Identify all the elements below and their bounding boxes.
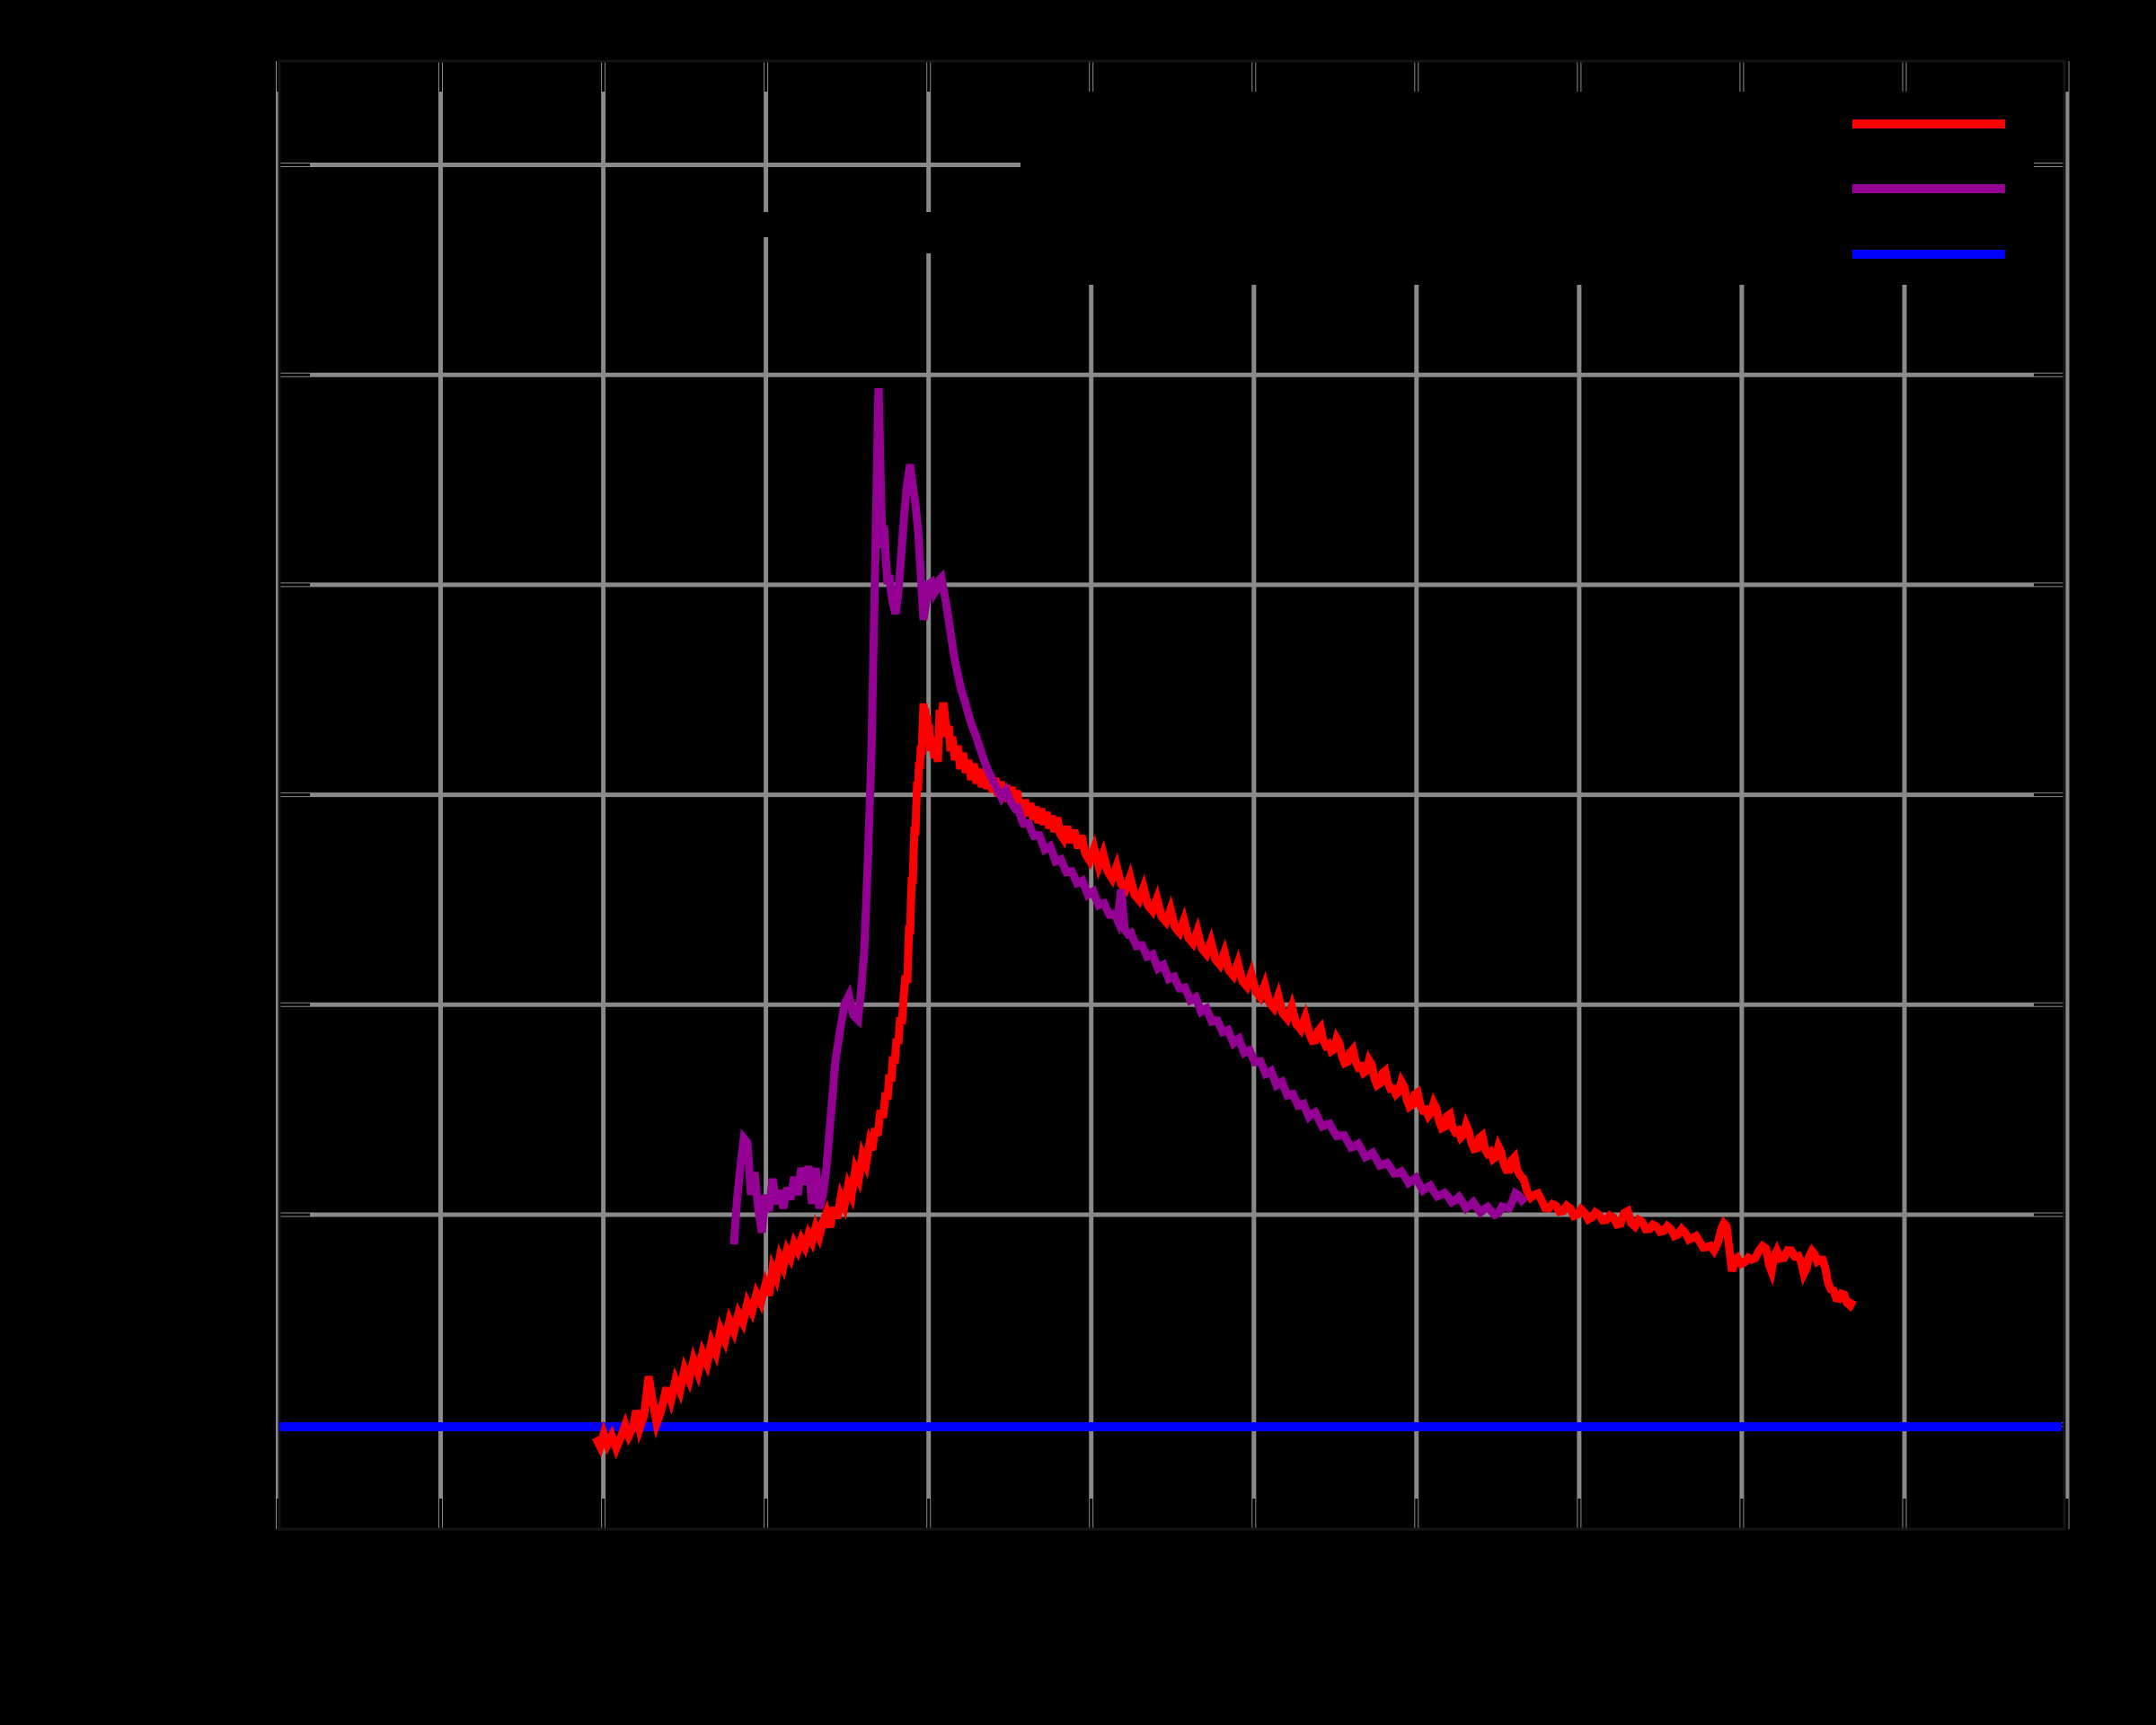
- title-glyph-fragment-1: [925, 212, 936, 253]
- title-glyph-fragment-0: [759, 212, 770, 237]
- purple-curve-line: [729, 387, 1529, 1245]
- plot-border: [278, 59, 2066, 1531]
- red-curve-line: [591, 702, 1857, 1460]
